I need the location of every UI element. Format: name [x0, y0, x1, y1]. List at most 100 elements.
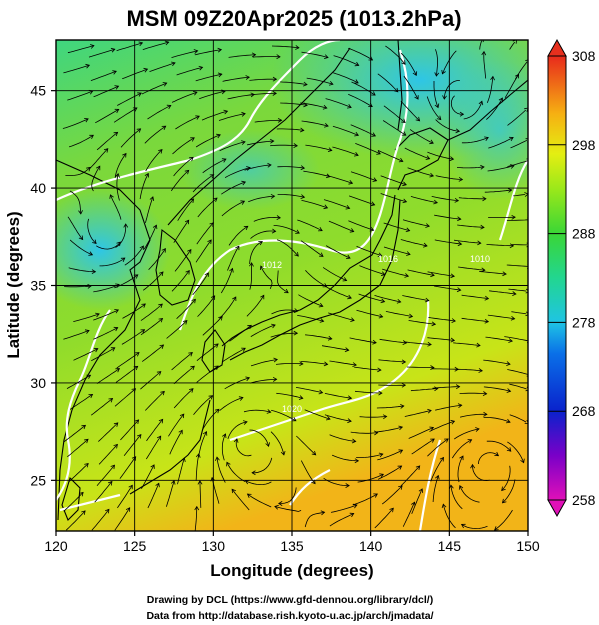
streamline-arrowhead	[470, 463, 476, 469]
streamline	[442, 504, 456, 529]
streamline	[432, 386, 460, 389]
streamline	[333, 72, 359, 84]
colorbar-tick-label: 288	[572, 226, 596, 242]
streamline-arrowhead	[88, 393, 94, 399]
streamline-arrowhead	[389, 507, 394, 513]
streamline	[427, 438, 449, 457]
streamline-arrowhead	[380, 271, 386, 276]
streamline	[119, 456, 137, 479]
streamline-arrowhead	[192, 91, 198, 96]
streamline-arrowhead	[85, 63, 91, 69]
streamline-arrowhead	[274, 504, 279, 510]
map-plot-area: 1012 1016 1020 1010	[56, 40, 528, 539]
streamline	[377, 150, 403, 162]
streamline-arrowhead	[115, 368, 121, 373]
x-tick-label: 125	[123, 538, 147, 554]
streamline-arrowhead	[150, 464, 155, 469]
streamline-arrowhead	[295, 45, 300, 50]
streamline	[93, 284, 120, 293]
streamline	[63, 64, 90, 74]
streamline-arrowhead	[107, 480, 113, 486]
streamline-arrowhead	[134, 419, 140, 424]
streamline	[382, 120, 407, 136]
streamline-arrowhead	[451, 318, 456, 323]
streamline-arrowhead	[501, 498, 507, 504]
streamline	[246, 140, 274, 146]
streamline	[430, 457, 444, 482]
streamline-arrowhead	[467, 439, 473, 444]
streamline	[306, 77, 334, 85]
streamline-arrowhead	[345, 254, 351, 259]
streamline-arrowhead	[95, 312, 100, 318]
colorbar: 308 298 288 278 268 258	[547, 38, 596, 518]
streamline-arrowhead	[402, 198, 408, 204]
streamline-arrowhead	[217, 47, 223, 53]
streamline	[461, 524, 488, 530]
streamline-arrowhead	[327, 147, 333, 152]
streamline-arrowhead	[439, 456, 444, 462]
streamline	[463, 101, 483, 120]
streamline	[322, 267, 347, 281]
streamline-arrowhead	[218, 315, 223, 321]
streamline	[196, 343, 219, 362]
streamline-arrowhead	[170, 480, 176, 485]
streamline-arrowhead	[507, 188, 513, 193]
coastline-sakhalin	[397, 40, 403, 131]
streamline-arrowhead	[460, 523, 466, 529]
streamline-arrowhead	[190, 365, 195, 371]
streamline-arrowhead	[229, 267, 234, 273]
streamline	[435, 49, 439, 77]
streamline	[166, 320, 188, 339]
streamline	[489, 290, 516, 295]
streamline-arrowhead	[152, 224, 158, 230]
streamline-arrowhead	[221, 433, 227, 439]
streamline-arrowhead	[235, 245, 240, 251]
streamline	[303, 170, 330, 178]
streamline	[324, 414, 352, 422]
streamline-arrowhead	[91, 269, 97, 275]
streamline	[169, 430, 183, 455]
streamline-arrowhead	[276, 54, 281, 60]
streamline	[221, 347, 246, 363]
streamline-arrowhead	[320, 510, 326, 516]
streamline	[142, 41, 169, 50]
streamline	[407, 167, 434, 177]
streamline	[354, 390, 382, 394]
streamline-arrowhead	[109, 194, 114, 199]
streamline-arrowhead	[204, 272, 209, 277]
streamline	[301, 200, 328, 209]
streamline	[63, 330, 90, 340]
streamline	[94, 481, 113, 503]
streamline-arrowhead	[187, 248, 192, 254]
streamline-arrowhead	[506, 447, 512, 452]
streamline-arrowhead	[344, 347, 350, 353]
streamline-arrowhead	[318, 252, 324, 257]
streamline	[325, 245, 351, 259]
streamline-arrowhead	[503, 535, 507, 539]
streamline	[114, 507, 131, 531]
streamline	[461, 137, 489, 144]
streamline-arrowhead	[415, 465, 421, 470]
streamline	[404, 410, 432, 417]
streamline	[114, 153, 127, 178]
streamline	[199, 90, 226, 100]
streamline-arrowhead	[441, 69, 446, 75]
streamline-arrowhead	[185, 269, 190, 275]
streamline-arrowhead	[134, 352, 140, 357]
streamline	[323, 199, 350, 209]
streamline	[271, 45, 299, 49]
streamline	[140, 318, 163, 336]
streamline-arrowhead	[318, 302, 324, 308]
streamline	[304, 409, 331, 420]
streamline-arrowhead	[259, 265, 265, 271]
streamline-arrowhead	[86, 374, 92, 379]
x-tick-label: 120	[44, 538, 68, 554]
streamline-arrowhead	[477, 240, 482, 246]
streamline	[406, 366, 434, 368]
streamline-arrowhead	[354, 131, 360, 137]
y-axis: 25 30 35 40 45	[30, 83, 56, 488]
streamline	[170, 170, 189, 192]
cold-region-korea-east	[180, 130, 320, 210]
streamline-arrowhead	[377, 252, 383, 258]
streamline-arrowhead	[427, 408, 432, 414]
